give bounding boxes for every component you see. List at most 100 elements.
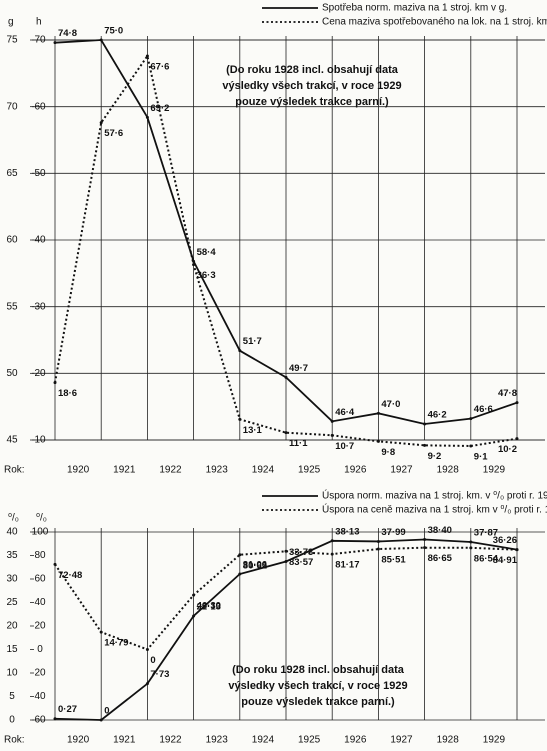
value-label: 85·51 <box>381 555 406 566</box>
y2-tick-label: 50 <box>34 168 46 179</box>
y-tick-label: 50 <box>6 368 18 379</box>
point <box>469 546 473 550</box>
point <box>330 552 334 556</box>
point <box>423 538 427 542</box>
point <box>376 547 380 551</box>
value-label: 18·6 <box>58 388 77 399</box>
x-tick-label: 1921 <box>113 465 136 476</box>
x-tick-label: 1929 <box>483 735 506 746</box>
y2-tick-label: 30 <box>34 301 46 312</box>
value-label: 57·6 <box>104 128 123 139</box>
value-label: 10·7 <box>335 441 354 452</box>
point <box>53 562 57 566</box>
point <box>515 548 519 552</box>
point <box>53 381 57 385</box>
y-tick-label: 55 <box>6 301 18 312</box>
x-tick-label: 1923 <box>206 735 229 746</box>
y2-tick-label: 40 <box>34 235 46 246</box>
y2-axis-unit: h <box>36 17 42 28</box>
y-tick-label: 30 <box>6 574 18 585</box>
value-label: 46·6 <box>474 404 493 415</box>
value-label: 37·99 <box>381 527 405 538</box>
y2-tick-label: 10 <box>34 435 46 446</box>
point <box>238 417 242 421</box>
x-tick-label: 1926 <box>344 735 367 746</box>
x-tick-label: 1922 <box>159 465 182 476</box>
value-label: 0·27 <box>58 704 77 715</box>
x-tick-label: 1927 <box>390 735 413 746</box>
point <box>376 411 380 415</box>
y2-tick-label: 20 <box>34 368 46 379</box>
y-tick-label: 5 <box>9 691 15 702</box>
value-label: 13·1 <box>243 425 263 436</box>
value-label: 75·0 <box>104 26 123 37</box>
point <box>192 593 196 597</box>
point <box>145 682 149 686</box>
y-tick-label: 75 <box>6 35 18 46</box>
point <box>423 443 427 447</box>
x-tick-label: 1924 <box>252 735 275 746</box>
value-label: 80·62 <box>243 560 267 571</box>
value-label: 0 <box>150 655 155 666</box>
value-label: 47·0 <box>381 399 400 410</box>
point <box>99 718 103 722</box>
annotation: pouze výsledek trakce parní.) <box>235 96 389 108</box>
legend-label: Cena maziva spotřebovaného na lok. na 1 … <box>322 17 547 28</box>
value-label: 37·87 <box>474 528 498 539</box>
value-label: 31·06 <box>243 560 267 571</box>
annotation: pouze výsledek trakce parní.) <box>241 696 395 708</box>
y2-tick-label: 60 <box>34 101 46 112</box>
point <box>53 41 57 45</box>
value-label: 47·8 <box>498 388 517 399</box>
y-tick-label: 45 <box>6 435 18 446</box>
point <box>99 121 103 125</box>
point <box>238 553 242 557</box>
point <box>238 572 242 576</box>
value-label: 36·3 <box>197 270 216 281</box>
point <box>515 401 519 405</box>
value-label: 86·54 <box>474 553 499 564</box>
value-label: 10·2 <box>498 444 517 455</box>
value-label: 58·4 <box>197 247 217 258</box>
y-tick-label: 40 <box>6 527 18 538</box>
annotation: (Do roku 1928 incl. obsahují data <box>226 64 399 76</box>
value-label: 46·4 <box>335 407 355 418</box>
value-label: 7·73 <box>150 669 169 680</box>
annotation: (Do roku 1928 incl. obsahují data <box>232 664 405 676</box>
point <box>376 539 380 543</box>
point <box>330 419 334 423</box>
point <box>145 115 149 119</box>
series-line <box>54 53 518 448</box>
point <box>284 549 288 553</box>
value-label: 51·7 <box>243 336 262 347</box>
point <box>515 437 519 441</box>
x-tick-label: 1920 <box>67 735 90 746</box>
value-label: 9·8 <box>381 447 395 458</box>
value-label: 67·6 <box>150 62 169 73</box>
y-tick-label: 0 <box>9 715 15 726</box>
x-tick-label: 1927 <box>390 465 413 476</box>
y-tick-label: 20 <box>6 621 18 632</box>
point <box>192 614 196 618</box>
x-tick-label: 1921 <box>113 735 136 746</box>
value-label: 0 <box>104 706 109 717</box>
value-label: 86·65 <box>428 553 453 564</box>
y2-tick-label: 60 <box>34 574 46 585</box>
point <box>376 439 380 443</box>
y-tick-label: 25 <box>6 597 18 608</box>
value-label: 81·17 <box>335 560 359 571</box>
value-label: 46·30 <box>197 601 221 612</box>
y2-tick-label: 40 <box>34 691 46 702</box>
x-axis-label: Rok: <box>4 735 25 746</box>
value-label: 49·7 <box>289 363 308 374</box>
point <box>330 433 334 437</box>
point <box>145 54 149 58</box>
value-label: 74·8 <box>58 28 77 39</box>
value-label: 38·13 <box>335 526 359 537</box>
point <box>469 417 473 421</box>
y-tick-label: 70 <box>6 101 18 112</box>
value-label: 83·57 <box>289 557 313 568</box>
x-tick-label: 1920 <box>67 465 90 476</box>
y2-tick-label: 70 <box>34 35 46 46</box>
value-label: 11·1 <box>289 438 308 449</box>
